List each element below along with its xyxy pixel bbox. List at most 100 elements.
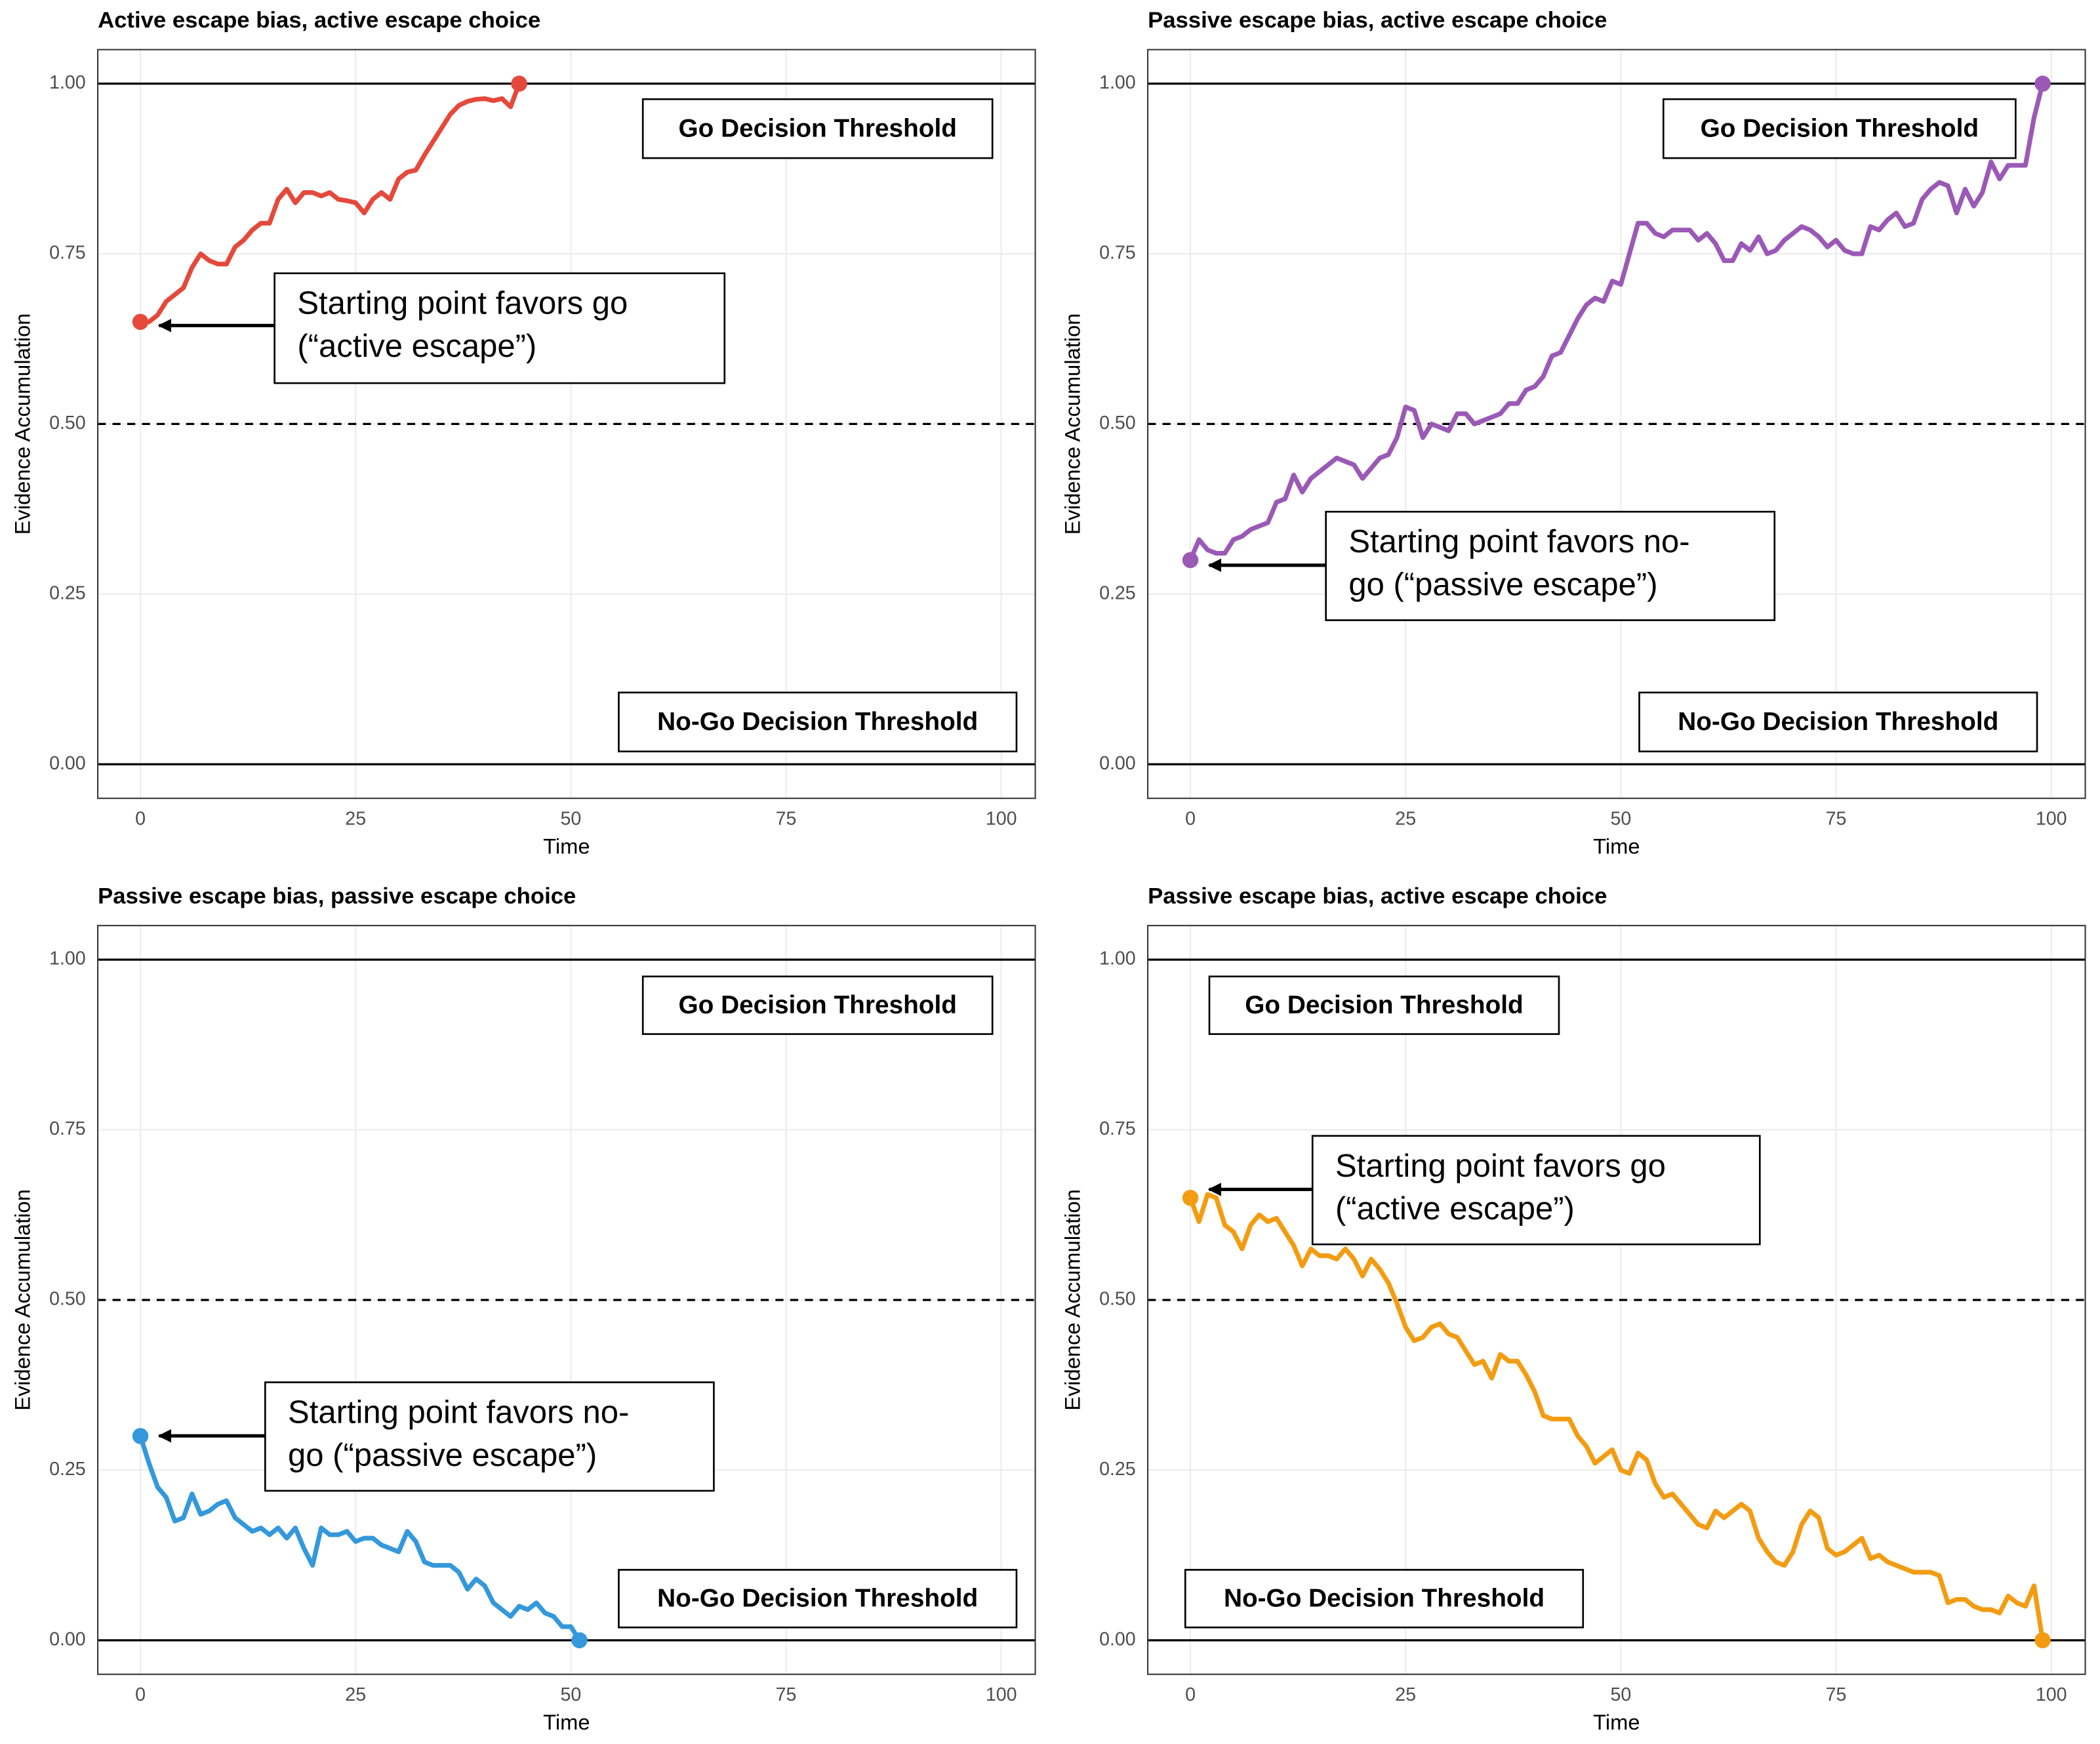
start-annotation-box <box>264 1381 715 1492</box>
panel: Go Decision Threshold No-Go Decision Thre… <box>1060 8 2086 858</box>
plot-border <box>97 925 1036 1675</box>
start-annotation-text: Starting point favors no- <box>288 1395 629 1430</box>
endpoint-dot <box>2034 75 2051 92</box>
plot-border <box>1147 49 2086 800</box>
nogo-threshold-box <box>618 1569 1018 1629</box>
x-tick-label: 25 <box>1395 1684 1416 1705</box>
data-line <box>138 1433 582 1643</box>
data-line <box>1188 1192 2046 1643</box>
x-axis-title: Time <box>1593 834 1640 858</box>
y-axis-title: Evidence Accumulation <box>10 1189 34 1411</box>
plot-border <box>97 49 1036 800</box>
nogo-threshold-label: No-Go Decision Threshold <box>1224 1585 1545 1613</box>
x-tick-label: 75 <box>1826 1684 1847 1705</box>
x-axis-title: Time <box>543 1710 590 1734</box>
endpoint-dot <box>132 1428 149 1444</box>
x-tick-label: 25 <box>1395 808 1416 829</box>
y-tick-label: 0.00 <box>1099 1629 1136 1650</box>
start-annotation-text: (“active escape”) <box>1335 1191 1575 1227</box>
start-annotation-box <box>1311 1135 1761 1246</box>
x-axis-title: Time <box>1593 1710 1640 1734</box>
endpoint-dot <box>1182 1190 1199 1206</box>
nogo-threshold-box <box>618 691 1018 753</box>
y-tick-label: 0.75 <box>1099 1118 1136 1139</box>
y-tick-label: 0.50 <box>1099 1288 1136 1309</box>
plot-border <box>1147 925 2086 1675</box>
x-tick-label: 0 <box>1185 1684 1196 1705</box>
start-annotation-text: (“active escape”) <box>297 329 536 364</box>
data-line <box>1188 81 2046 563</box>
data-line <box>138 81 522 325</box>
start-annotation-text: Starting point favors go <box>1335 1148 1666 1184</box>
y-tick-label: 1.00 <box>49 72 86 93</box>
go-threshold-box <box>1662 98 2017 159</box>
chart-title: Passive escape bias, active escape choic… <box>1148 883 1607 908</box>
panel: Go Decision Threshold No-Go Decision Thre… <box>10 883 1036 1734</box>
endpoint-dot <box>2034 1632 2051 1649</box>
y-tick-label: 1.00 <box>49 948 86 969</box>
start-annotation-text: Starting point favors go <box>297 286 628 321</box>
y-tick-label: 0.00 <box>49 1629 86 1650</box>
go-threshold-box <box>641 975 994 1035</box>
y-tick-label: 0.25 <box>49 582 86 603</box>
x-tick-label: 75 <box>776 1684 797 1705</box>
y-tick-label: 0.75 <box>1099 243 1136 264</box>
x-tick-label: 100 <box>986 1684 1017 1705</box>
x-tick-label: 25 <box>345 1684 366 1705</box>
nogo-threshold-label: No-Go Decision Threshold <box>1678 708 1998 736</box>
y-tick-label: 0.50 <box>49 413 86 434</box>
x-tick-label: 50 <box>1610 808 1631 829</box>
y-axis-title: Evidence Accumulation <box>1060 314 1084 535</box>
y-tick-label: 0.00 <box>1099 753 1136 774</box>
x-tick-label: 75 <box>776 808 797 829</box>
go-threshold-label: Go Decision Threshold <box>678 991 957 1019</box>
endpoint-dot <box>571 1632 588 1649</box>
nogo-threshold-box <box>1638 691 2038 753</box>
nogo-threshold-label: No-Go Decision Threshold <box>657 1585 978 1613</box>
nogo-threshold-box <box>1184 1569 1585 1629</box>
endpoint-dot <box>1182 552 1199 569</box>
x-axis-title: Time <box>543 834 590 858</box>
y-tick-label: 0.50 <box>49 1288 86 1309</box>
y-tick-label: 0.75 <box>49 243 86 264</box>
start-annotation-box <box>1325 510 1776 621</box>
start-annotation-text: Starting point favors no- <box>1348 524 1689 559</box>
nogo-threshold-label: No-Go Decision Threshold <box>657 708 978 736</box>
x-tick-label: 100 <box>2036 1684 2067 1705</box>
chart-title: Passive escape bias, passive escape choi… <box>98 883 576 908</box>
chart-title: Passive escape bias, active escape choic… <box>1148 8 1607 33</box>
y-tick-label: 1.00 <box>1099 72 1136 93</box>
x-tick-label: 50 <box>560 808 581 829</box>
endpoint-dot <box>511 75 527 92</box>
go-threshold-label: Go Decision Threshold <box>1701 114 1979 142</box>
y-tick-label: 0.25 <box>1099 1459 1136 1480</box>
x-tick-label: 100 <box>986 808 1017 829</box>
go-threshold-label: Go Decision Threshold <box>678 114 957 142</box>
x-tick-label: 75 <box>1826 808 1847 829</box>
panel: Go Decision Threshold No-Go Decision Thre… <box>1060 883 2086 1734</box>
y-axis-title: Evidence Accumulation <box>1060 1189 1084 1411</box>
start-annotation-text: go (“passive escape”) <box>288 1438 597 1473</box>
y-tick-label: 0.25 <box>1099 582 1136 603</box>
y-tick-label: 0.50 <box>1099 413 1136 434</box>
y-axis-title: Evidence Accumulation <box>10 314 34 535</box>
x-tick-label: 50 <box>560 1684 581 1705</box>
y-tick-label: 0.75 <box>49 1118 86 1139</box>
x-tick-label: 0 <box>135 808 146 829</box>
start-annotation-box <box>273 272 726 384</box>
y-tick-label: 0.25 <box>49 1459 86 1480</box>
x-tick-label: 0 <box>135 1684 146 1705</box>
panel: Go Decision Threshold No-Go Decision Thre… <box>10 8 1036 858</box>
x-tick-label: 100 <box>2036 808 2067 829</box>
endpoint-dot <box>132 314 149 331</box>
y-tick-label: 0.00 <box>49 753 86 774</box>
start-annotation-text: go (“passive escape”) <box>1348 567 1657 602</box>
go-threshold-box <box>641 98 994 159</box>
x-tick-label: 25 <box>345 808 366 829</box>
go-threshold-box <box>1208 975 1560 1035</box>
chart-title: Active escape bias, active escape choice <box>98 8 540 33</box>
x-tick-label: 0 <box>1185 808 1196 829</box>
x-tick-label: 50 <box>1610 1684 1631 1705</box>
go-threshold-label: Go Decision Threshold <box>1245 991 1524 1019</box>
